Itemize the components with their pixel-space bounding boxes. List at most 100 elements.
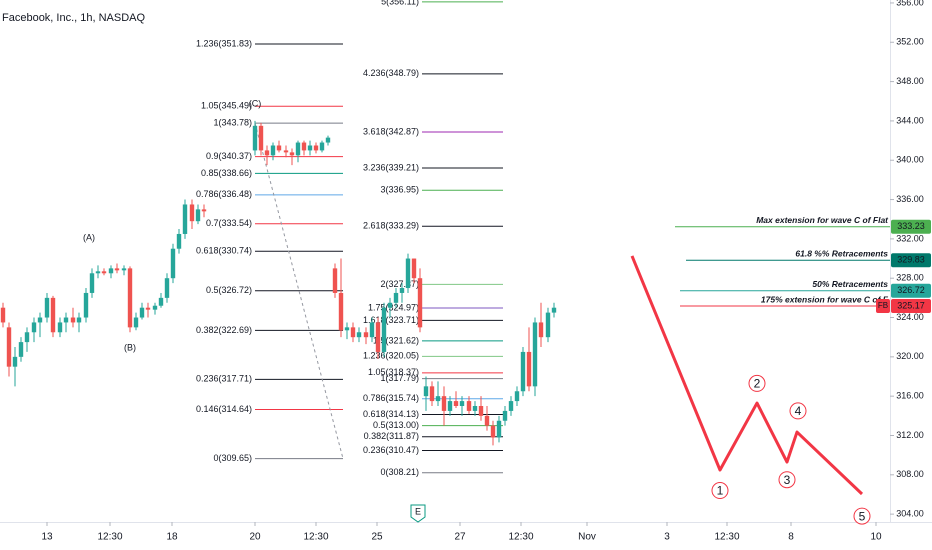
symbol-badge xyxy=(876,299,890,314)
x-tick-label: 13 xyxy=(41,532,53,543)
fib-label: 0.382(322.69) xyxy=(196,325,252,335)
price-badge-label: 329.83 xyxy=(897,255,925,265)
candle-body xyxy=(283,150,289,153)
candle-body xyxy=(101,271,107,274)
candle-body xyxy=(466,401,472,411)
candle-body xyxy=(435,396,441,402)
fib-label: 0.9(340.37) xyxy=(206,151,252,161)
trend-line xyxy=(254,122,344,459)
candle-body xyxy=(369,322,375,338)
fib-label: 4.236(348.79) xyxy=(363,68,419,78)
candle-body xyxy=(332,268,338,293)
candle-body xyxy=(441,396,447,411)
candle-body xyxy=(18,342,24,357)
candle-body xyxy=(121,268,127,271)
candle-body xyxy=(459,401,465,406)
x-tick-label: 12:30 xyxy=(508,532,533,543)
candle-body xyxy=(387,302,393,308)
wave-count-circle xyxy=(778,471,796,489)
candle-body xyxy=(344,327,350,331)
level-label: 61.8 %% Retracements xyxy=(795,248,888,258)
fib-label: 1.75(324.97) xyxy=(368,302,419,312)
fib-label: 2.618(333.29) xyxy=(363,221,419,231)
fib-label: 0(309.65) xyxy=(213,453,252,463)
candle-body xyxy=(532,322,538,387)
candle-body xyxy=(307,145,313,151)
candle-body xyxy=(484,415,490,426)
candle-body xyxy=(57,322,63,333)
candle-body xyxy=(63,317,69,323)
candle-body xyxy=(526,351,532,387)
price-badge xyxy=(891,299,931,314)
x-tick-label: 18 xyxy=(166,532,178,543)
x-tick-label: 12:30 xyxy=(303,532,328,543)
candle-body xyxy=(295,142,301,156)
fib-label: 0.236(310.47) xyxy=(363,445,419,455)
wave-label: (A) xyxy=(83,232,95,242)
level-label: Max extension for wave C of Flat xyxy=(756,215,889,225)
candle-body xyxy=(301,142,307,151)
candle-body xyxy=(44,297,50,318)
price-badge xyxy=(891,253,931,268)
earnings-label: E xyxy=(415,506,421,516)
candle-body xyxy=(356,332,362,338)
candle-body xyxy=(252,125,258,151)
fib-label: 3(336.95) xyxy=(380,185,419,195)
candle-body xyxy=(472,406,478,411)
candle-body xyxy=(50,297,56,333)
y-tick-label: 340.00 xyxy=(896,155,924,165)
fib-label: 0.786(336.48) xyxy=(196,189,252,199)
price-badge xyxy=(891,219,931,234)
y-tick-label: 352.00 xyxy=(896,37,924,47)
candle-body xyxy=(114,268,120,271)
wave-count-circle xyxy=(711,482,729,500)
candle-body xyxy=(83,292,89,318)
fib-label: 0.236(317.71) xyxy=(196,374,252,384)
fib-label: 0.5(326.72) xyxy=(206,285,252,295)
fib-label: 1.05(345.49) xyxy=(201,101,252,111)
candle-body xyxy=(417,278,423,328)
price-badge xyxy=(891,283,931,298)
candle-body xyxy=(12,356,18,367)
candle-body xyxy=(201,209,207,212)
candle-body xyxy=(270,145,276,156)
candle-body xyxy=(170,248,176,279)
fib-label: 0.618(314.13) xyxy=(363,409,419,419)
wave-label: (C) xyxy=(249,99,262,109)
candle-body xyxy=(375,322,381,352)
x-tick-label: 25 xyxy=(371,532,383,543)
candle-body xyxy=(453,401,459,406)
y-tick-label: 316.00 xyxy=(896,391,924,401)
candle-body xyxy=(490,425,496,438)
candle-body xyxy=(399,288,405,293)
wave-count: 2 xyxy=(754,377,761,391)
fib-label: 0.146(314.64) xyxy=(196,404,252,414)
wave-count-circle xyxy=(748,374,766,392)
candle-body xyxy=(363,332,369,338)
candle-body xyxy=(145,307,151,310)
level-label: 175% extension for wave C of F xyxy=(761,294,889,304)
candle-body xyxy=(24,332,30,343)
y-tick-label: 324.00 xyxy=(896,312,924,322)
x-tick-label: 10 xyxy=(870,532,882,543)
wave-count: 3 xyxy=(784,473,791,487)
y-tick-label: 308.00 xyxy=(896,469,924,479)
fib-label: 1.236(320.05) xyxy=(363,351,419,361)
candle-body xyxy=(182,204,188,234)
price-badge-label: 333.23 xyxy=(897,221,925,231)
candle-body xyxy=(276,145,282,151)
candle-body xyxy=(89,273,95,293)
fib-label: 0.786(315.74) xyxy=(363,393,419,403)
fib-label: 0.7(333.54) xyxy=(206,218,252,228)
candle-body xyxy=(319,142,325,151)
candle-body xyxy=(447,401,453,411)
chart-title: Facebook, Inc., 1h, NASDAQ xyxy=(2,12,146,24)
candle-body xyxy=(127,268,133,328)
candle-body xyxy=(264,150,270,156)
candle-body xyxy=(158,297,164,306)
candle-body xyxy=(405,258,411,289)
fib-label: 1.236(351.83) xyxy=(196,38,252,48)
symbol-label: FB xyxy=(878,301,888,310)
candle-body xyxy=(289,152,295,156)
candle-body xyxy=(133,317,139,328)
